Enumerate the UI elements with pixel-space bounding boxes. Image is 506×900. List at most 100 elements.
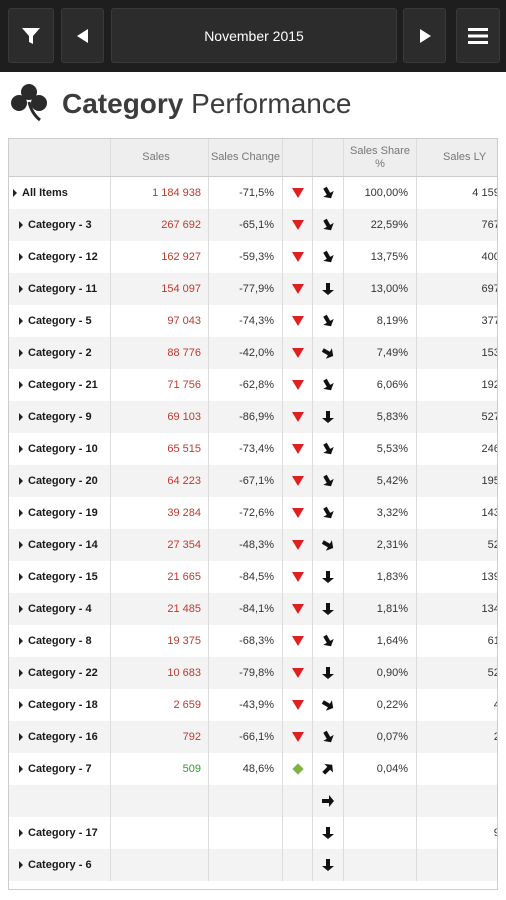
row-name[interactable]: Category - 16 bbox=[9, 721, 111, 753]
row-name[interactable]: Category - 5 bbox=[9, 305, 111, 337]
expand-caret-icon[interactable] bbox=[19, 701, 23, 709]
row-name[interactable]: Category - 8 bbox=[9, 625, 111, 657]
table-header: Sales Sales Change Sales Share % Sales L… bbox=[9, 139, 497, 177]
menu-button[interactable] bbox=[456, 8, 500, 63]
column-header-sales[interactable]: Sales bbox=[111, 139, 209, 176]
trend-arrow-icon bbox=[323, 730, 334, 743]
table-row[interactable] bbox=[9, 785, 497, 817]
row-indicator bbox=[283, 625, 313, 657]
table-row[interactable]: Category - 4 21 485-84,1% 1,81% 134 8 bbox=[9, 593, 497, 625]
expand-caret-icon[interactable] bbox=[19, 317, 23, 325]
table-row[interactable]: Category - 2 88 776-42,0% 7,49% 153 1 bbox=[9, 337, 497, 369]
diamond-icon bbox=[291, 763, 304, 775]
table-row[interactable]: Category - 18 2 659-43,9% 0,22%4 7 bbox=[9, 689, 497, 721]
row-sales-share: 0,90% bbox=[344, 657, 417, 689]
expand-caret-icon[interactable] bbox=[19, 349, 23, 357]
row-name[interactable]: Category - 15 bbox=[9, 561, 111, 593]
table-row[interactable]: Category - 22 10 683-79,8% 0,90% 52 8 bbox=[9, 657, 497, 689]
table-row[interactable]: Category - 10 65 515-73,4% 5,53% 246 0 bbox=[9, 433, 497, 465]
expand-caret-icon[interactable] bbox=[13, 189, 17, 197]
table-row[interactable]: Category - 15 21 665-84,5% 1,83% 139 7 bbox=[9, 561, 497, 593]
row-trend bbox=[313, 465, 344, 497]
expand-caret-icon[interactable] bbox=[19, 605, 23, 613]
expand-caret-icon[interactable] bbox=[19, 253, 23, 261]
row-sales-share bbox=[344, 817, 417, 849]
row-name[interactable]: Category - 10 bbox=[9, 433, 111, 465]
expand-caret-icon[interactable] bbox=[19, 477, 23, 485]
table-row[interactable]: Category - 17 9 7 bbox=[9, 817, 497, 849]
row-label: Category - 2 bbox=[28, 347, 92, 359]
row-sales-change bbox=[209, 817, 283, 849]
table-row[interactable]: Category - 11 154 097-77,9% 13,00% 697 7 bbox=[9, 273, 497, 305]
expand-caret-icon[interactable] bbox=[19, 413, 23, 421]
row-name[interactable]: Category - 19 bbox=[9, 497, 111, 529]
table-row[interactable]: Category - 16 792-66,1% 0,07%2 3 bbox=[9, 721, 497, 753]
table-row[interactable]: Category - 8 19 375-68,3% 1,64% 61 0 bbox=[9, 625, 497, 657]
table-row[interactable]: Category - 6 7 bbox=[9, 849, 497, 881]
table-row[interactable]: Category - 21 71 756-62,8% 6,06% 192 8 bbox=[9, 369, 497, 401]
expand-caret-icon[interactable] bbox=[19, 509, 23, 517]
table-row[interactable]: Category - 20 64 223-67,1% 5,42% 195 1 bbox=[9, 465, 498, 497]
expand-caret-icon[interactable] bbox=[19, 445, 23, 453]
row-sales: 1 184 938 bbox=[111, 177, 209, 209]
expand-caret-icon[interactable] bbox=[19, 829, 23, 837]
expand-caret-icon[interactable] bbox=[19, 669, 23, 677]
row-name[interactable]: Category - 11 bbox=[9, 273, 111, 305]
chevron-left-icon bbox=[76, 28, 88, 43]
table-row[interactable]: All Items 1 184 938-71,5% 100,00% 4 159 9 bbox=[9, 177, 497, 209]
row-name[interactable]: Category - 3 bbox=[9, 209, 111, 241]
expand-caret-icon[interactable] bbox=[19, 285, 23, 293]
expand-caret-icon[interactable] bbox=[19, 733, 23, 741]
table-row[interactable]: Category - 9 69 103-86,9% 5,83% 527 8 bbox=[9, 401, 497, 433]
table-row[interactable]: Category - 14 27 354-48,3% 2,31% 52 8 bbox=[9, 529, 497, 561]
previous-month-button[interactable] bbox=[61, 8, 104, 63]
row-name[interactable]: Category - 20 bbox=[9, 465, 111, 497]
down-triangle-icon bbox=[291, 348, 304, 358]
table-row[interactable]: Category - 3 267 692-65,1% 22,59% 767 1 bbox=[9, 209, 497, 241]
row-indicator bbox=[283, 305, 313, 337]
row-label: Category - 19 bbox=[28, 507, 98, 519]
down-triangle-icon bbox=[291, 540, 304, 550]
column-header-sales-share[interactable]: Sales Share % bbox=[344, 139, 417, 176]
row-name[interactable]: Category - 9 bbox=[9, 401, 111, 433]
row-name[interactable]: Category - 21 bbox=[9, 369, 111, 401]
row-name[interactable]: All Items bbox=[9, 177, 111, 209]
row-trend bbox=[313, 273, 344, 305]
down-triangle-icon bbox=[291, 572, 304, 582]
row-sales-change: -66,1% bbox=[209, 721, 283, 753]
row-sales: 21 665 bbox=[111, 561, 209, 593]
expand-caret-icon[interactable] bbox=[19, 381, 23, 389]
expand-caret-icon[interactable] bbox=[19, 573, 23, 581]
row-sales: 97 043 bbox=[111, 305, 209, 337]
row-name[interactable]: Category - 6 bbox=[9, 849, 111, 881]
row-name[interactable]: Category - 22 bbox=[9, 657, 111, 689]
expand-caret-icon[interactable] bbox=[19, 765, 23, 773]
expand-caret-icon[interactable] bbox=[19, 221, 23, 229]
row-name[interactable]: Category - 17 bbox=[9, 817, 111, 849]
row-name[interactable]: Category - 14 bbox=[9, 529, 111, 561]
row-name[interactable]: Category - 18 bbox=[9, 689, 111, 721]
period-selector[interactable]: November 2015 bbox=[111, 8, 397, 63]
table-row[interactable]: Category - 5 97 043-74,3% 8,19% 377 2 bbox=[9, 305, 497, 337]
expand-caret-icon[interactable] bbox=[19, 861, 23, 869]
row-name[interactable]: Category - 12 bbox=[9, 241, 111, 273]
row-name[interactable]: Category - 7 bbox=[9, 753, 111, 785]
column-header-sales-ly[interactable]: Sales LY bbox=[443, 151, 487, 163]
row-label: Category - 9 bbox=[28, 411, 92, 423]
filter-icon bbox=[22, 27, 40, 44]
row-label: Category - 10 bbox=[28, 443, 98, 455]
row-sales: 19 375 bbox=[111, 625, 209, 657]
expand-caret-icon[interactable] bbox=[19, 637, 23, 645]
row-sales-ly: 195 1 bbox=[481, 475, 498, 487]
table-row[interactable]: Category - 19 39 284-72,6% 3,32% 143 3 bbox=[9, 497, 497, 529]
trend-arrow-icon bbox=[321, 348, 334, 359]
filter-button[interactable] bbox=[8, 8, 54, 63]
next-month-button[interactable] bbox=[403, 8, 446, 63]
row-name[interactable]: Category - 2 bbox=[9, 337, 111, 369]
column-header-sales-change[interactable]: Sales Change bbox=[209, 139, 283, 176]
table-row[interactable]: Category - 12 162 927-59,3% 13,75% 400 2 bbox=[9, 241, 497, 273]
row-trend bbox=[313, 337, 344, 369]
row-name[interactable]: Category - 4 bbox=[9, 593, 111, 625]
expand-caret-icon[interactable] bbox=[19, 541, 23, 549]
